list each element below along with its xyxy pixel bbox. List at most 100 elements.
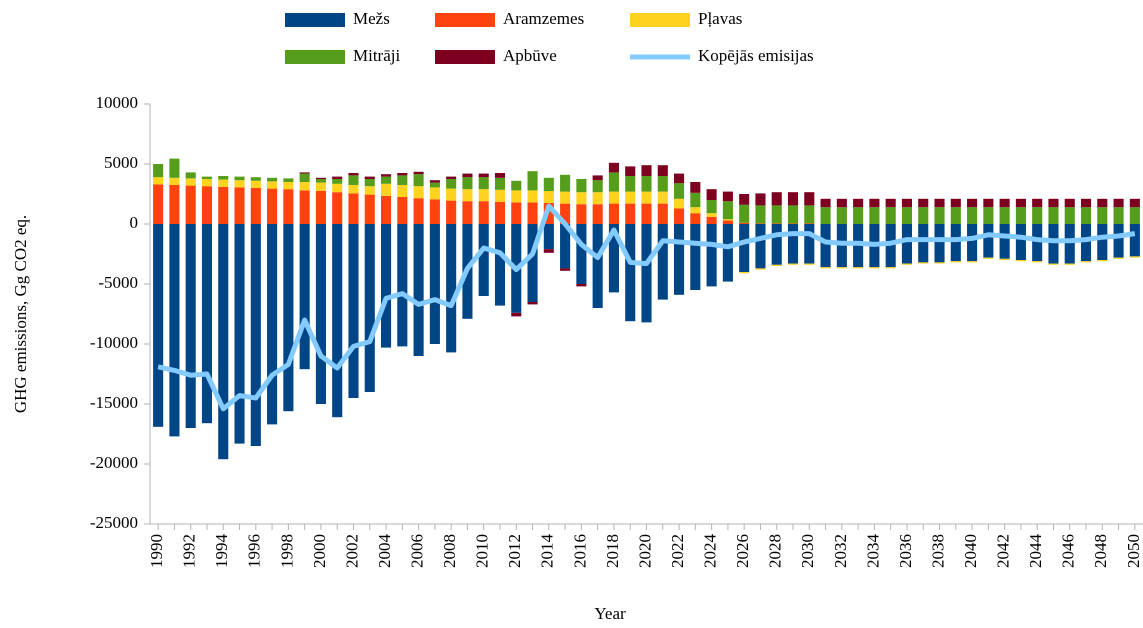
bar-segment — [560, 268, 571, 271]
bar-segment — [153, 164, 164, 178]
bar-segment — [478, 189, 489, 202]
bar-segment — [494, 189, 506, 202]
bar-segment — [836, 267, 847, 269]
bar-segment — [739, 224, 750, 272]
bar-segment — [1015, 260, 1026, 262]
bar-segment — [625, 176, 636, 192]
bar-segment — [1032, 261, 1043, 263]
bar-segment — [543, 177, 554, 191]
bar-segment — [625, 191, 636, 204]
bar-segment — [592, 224, 603, 308]
bar-segment — [201, 179, 213, 187]
bar-segment — [397, 185, 408, 197]
bar-segment — [934, 262, 945, 264]
bar-segment — [576, 204, 587, 224]
bar-segment — [787, 263, 799, 265]
bar-segment — [153, 177, 164, 185]
bar-segment — [494, 173, 506, 178]
bar-segment — [250, 180, 261, 188]
legend-label: Kopējās emisijas — [698, 46, 814, 65]
bar-segment — [722, 220, 733, 224]
bar-segment — [706, 189, 717, 200]
bar-segment — [1097, 260, 1108, 262]
bar-segment — [608, 172, 619, 192]
bar-segment — [592, 180, 603, 193]
bar-segment — [641, 224, 652, 323]
bar-segment — [1064, 224, 1075, 264]
bar-segment — [218, 186, 229, 224]
bar-segment — [218, 176, 229, 180]
bar-segment — [918, 224, 929, 263]
bar-segment — [364, 186, 375, 195]
bar-segment — [641, 176, 652, 192]
bar-segment — [755, 223, 766, 224]
bar-segment — [674, 198, 685, 209]
bar-segment — [153, 224, 164, 427]
bar-segment — [771, 224, 782, 265]
bar-segment — [1129, 198, 1140, 208]
bar-segment — [690, 207, 701, 214]
bar-segment — [234, 187, 245, 224]
bar-segment — [787, 192, 799, 206]
bar-segment — [918, 198, 929, 208]
bar-segment — [169, 185, 180, 224]
bar-segment — [364, 194, 375, 224]
bar-segment — [690, 213, 701, 224]
x-tick-label: 2038 — [928, 534, 947, 568]
y-tick-label: -20000 — [90, 453, 138, 472]
bar-segment — [348, 224, 359, 398]
bar-segment — [1113, 198, 1124, 208]
bar-segment — [755, 193, 766, 206]
bar-segment — [869, 198, 880, 208]
bar-segment — [348, 173, 359, 176]
bar-segment — [169, 224, 180, 437]
bar-segment — [315, 177, 326, 179]
x-tick-label: 2032 — [831, 534, 850, 568]
x-tick-label: 2034 — [863, 534, 882, 569]
bar-segment — [853, 198, 864, 208]
bar-segment — [804, 263, 815, 265]
bar-segment — [625, 166, 636, 176]
x-tick-label: 2030 — [798, 534, 817, 568]
legend-label: Apbūve — [503, 46, 557, 65]
bar-segment — [674, 183, 685, 199]
legend-swatch — [630, 13, 690, 27]
legend-swatch — [435, 50, 495, 64]
x-tick-label: 2006 — [408, 534, 427, 568]
bar-segment — [201, 224, 213, 424]
x-tick-label: 2048 — [1091, 534, 1110, 568]
legend-label: Mitrāji — [353, 46, 400, 65]
x-tick-label: 2014 — [538, 534, 557, 569]
bar-segment — [901, 207, 913, 224]
x-tick-label: 2022 — [668, 534, 687, 568]
bar-segment — [592, 175, 603, 181]
x-tick-label: 2042 — [994, 534, 1013, 568]
bar-segment — [804, 192, 815, 206]
bar-segment — [429, 180, 440, 183]
x-tick-label: 2016 — [570, 534, 589, 568]
bar-segment — [380, 174, 392, 177]
bar-segment — [885, 198, 896, 208]
bar-segment — [560, 224, 571, 269]
x-axis-title: Year — [594, 604, 626, 623]
bar-segment — [413, 171, 424, 175]
bar-segment — [560, 203, 571, 224]
bar-segment — [1015, 224, 1026, 260]
bar-segment — [674, 173, 685, 184]
bar-segment — [429, 199, 440, 224]
bar-segment — [869, 267, 880, 269]
bar-segment — [576, 179, 587, 193]
bar-segment — [397, 175, 408, 185]
bar-segment — [983, 257, 994, 259]
bar-segment — [185, 185, 196, 224]
bar-segment — [364, 224, 375, 392]
bar-segment — [999, 258, 1010, 260]
y-tick-label: -5000 — [98, 273, 138, 292]
bar-segment — [820, 267, 831, 269]
legend-swatch — [285, 50, 345, 64]
bar-segment — [739, 272, 750, 274]
x-tick-label: 2046 — [1059, 534, 1078, 568]
bar-segment — [690, 192, 701, 208]
bar-segment — [1064, 263, 1075, 265]
bar-segment — [625, 224, 636, 322]
